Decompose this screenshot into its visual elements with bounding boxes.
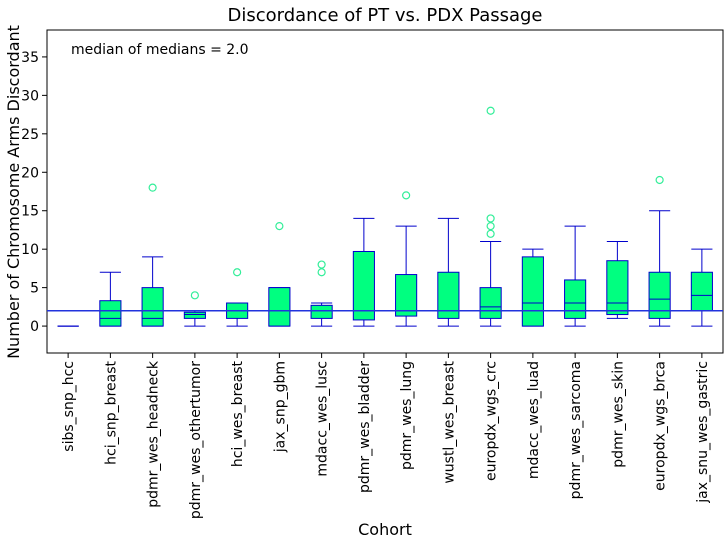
box-iqr bbox=[521, 256, 544, 327]
box-pdmr_wes_bladder bbox=[352, 217, 375, 327]
box-pdmr_wes_headneck bbox=[141, 183, 164, 327]
x-tick-label: sibs_snp_hcc bbox=[61, 361, 77, 452]
box-hci_snp_breast bbox=[99, 271, 122, 327]
box-iqr bbox=[437, 271, 460, 319]
x-tick-label: europdx_wgs_crc bbox=[484, 361, 500, 481]
box-pdmr_wes_lung bbox=[395, 191, 418, 327]
box-iqr bbox=[648, 271, 671, 319]
plot-marks bbox=[42, 56, 723, 358]
box-iqr bbox=[690, 271, 713, 312]
x-tick-label: pdmr_wes_sarcoma bbox=[568, 361, 584, 499]
box-iqr bbox=[141, 287, 164, 327]
box-iqr bbox=[564, 279, 587, 319]
outlier-point bbox=[486, 214, 495, 223]
y-tick-label: 0 bbox=[30, 319, 39, 335]
y-tick-label: 5 bbox=[30, 281, 39, 297]
box-iqr bbox=[395, 274, 418, 317]
box-pdmr_wes_sarcoma bbox=[564, 225, 587, 327]
y-tick-label: 35 bbox=[21, 50, 39, 66]
y-tick-label: 30 bbox=[21, 88, 39, 104]
x-tick-label: pdmr_wes_othertumor bbox=[188, 361, 204, 519]
x-tick-label: mdacc_wes_luad bbox=[526, 361, 542, 479]
outlier-point bbox=[233, 268, 242, 277]
box-jax_snu_wes_gastric bbox=[690, 248, 713, 327]
outlier-point bbox=[317, 260, 326, 269]
y-tick-label: 20 bbox=[21, 165, 39, 181]
box-mdacc_wes_luad bbox=[521, 248, 544, 327]
x-tick-label: mdacc_wes_lusc bbox=[315, 361, 331, 477]
box-wustl_wes_breast bbox=[437, 217, 460, 327]
x-tick-label: pdmr_wes_bladder bbox=[357, 361, 373, 493]
box-pdmr_wes_skin bbox=[606, 240, 629, 319]
chart-annotation: median of medians = 2.0 bbox=[71, 42, 249, 58]
outlier-point bbox=[148, 183, 157, 192]
chart-title: Discordance of PT vs. PDX Passage bbox=[227, 5, 542, 26]
x-tick-label: jax_snu_wes_gastric bbox=[695, 361, 711, 504]
outlier-point bbox=[486, 222, 495, 231]
outlier-point bbox=[655, 175, 664, 185]
box-europdx_wgs_brca bbox=[648, 175, 671, 327]
outlier-point bbox=[486, 106, 495, 115]
box-iqr bbox=[352, 250, 375, 321]
y-tick-label: 15 bbox=[21, 204, 39, 220]
x-tick-label: hci_snp_breast bbox=[103, 360, 119, 464]
y-axis-label: Number of Chromosome Arms Discordant bbox=[4, 25, 23, 359]
outlier-point bbox=[486, 229, 495, 238]
box-jax_snp_gbm bbox=[268, 222, 291, 327]
box-iqr bbox=[183, 311, 206, 319]
outlier-point bbox=[317, 268, 326, 277]
x-tick-label: jax_snp_gbm bbox=[272, 361, 288, 453]
box-iqr bbox=[268, 287, 291, 327]
outlier-point bbox=[275, 222, 284, 231]
x-tick-label: pdmr_wes_lung bbox=[399, 361, 415, 470]
box-iqr bbox=[99, 300, 122, 327]
x-tick-label: europdx_wgs_brca bbox=[653, 361, 669, 491]
outlier-point bbox=[190, 291, 199, 300]
box-iqr bbox=[310, 304, 333, 319]
y-tick-label: 10 bbox=[21, 242, 39, 258]
box-iqr bbox=[479, 287, 502, 319]
box-iqr bbox=[606, 260, 629, 316]
y-tick-label: 25 bbox=[21, 127, 39, 143]
x-axis-label: Cohort bbox=[358, 520, 412, 539]
x-tick-label: pdmr_wes_headneck bbox=[146, 360, 162, 508]
x-tick-label: hci_wes_breast bbox=[230, 361, 246, 468]
x-tick-label: pdmr_wes_skin bbox=[610, 361, 626, 468]
outlier-point bbox=[402, 191, 411, 200]
x-tick-label: wustl_wes_breast bbox=[441, 360, 457, 483]
